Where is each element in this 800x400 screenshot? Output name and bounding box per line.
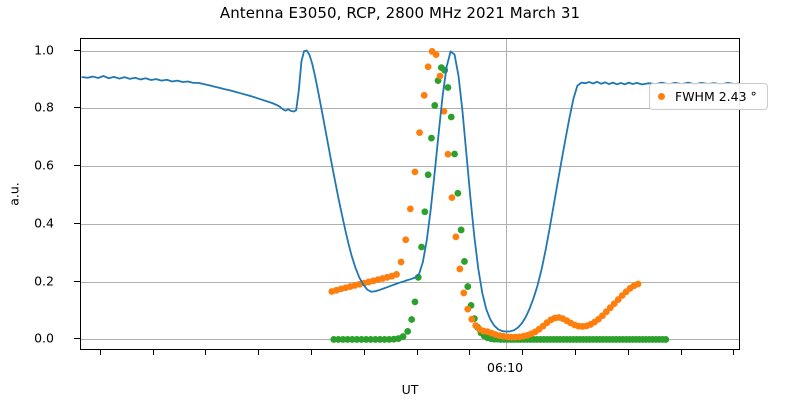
y-axis-tick bbox=[74, 280, 80, 282]
gridline-y bbox=[81, 339, 739, 341]
y-axis-tick bbox=[74, 49, 80, 51]
gridline-y bbox=[81, 166, 739, 168]
x-axis-tick bbox=[575, 350, 576, 355]
x-axis-tick bbox=[627, 350, 629, 355]
x-axis-tick bbox=[205, 350, 207, 355]
x-axis-label: UT bbox=[401, 382, 419, 397]
x-axis-tick bbox=[733, 350, 735, 355]
y-axis-tick-label: 0.6 bbox=[34, 157, 54, 173]
legend-label-fwhm: FWHM 2.43 ° bbox=[675, 89, 757, 104]
plot-area bbox=[81, 39, 739, 349]
gridline-y bbox=[81, 281, 739, 283]
x-axis-tick bbox=[363, 350, 365, 355]
gridline-x bbox=[506, 39, 508, 349]
series-signal-line bbox=[81, 49, 739, 333]
x-axis-tick bbox=[258, 350, 260, 355]
y-axis-tick-label: 0.8 bbox=[34, 99, 54, 115]
x-axis-tick bbox=[680, 350, 682, 355]
y-axis-label: a.u. bbox=[6, 182, 22, 206]
x-axis-tick-label: 06:10 bbox=[487, 360, 524, 375]
y-axis-tick bbox=[74, 338, 80, 340]
x-axis-tick bbox=[522, 350, 524, 355]
y-axis-tick bbox=[74, 107, 80, 109]
series-model-points bbox=[330, 64, 670, 343]
y-axis-tick-label: 1.0 bbox=[34, 42, 54, 58]
plot-axes: FWHM 2.43 ° bbox=[80, 38, 768, 350]
y-axis-tick bbox=[74, 222, 80, 224]
x-axis-tick bbox=[469, 350, 471, 355]
y-axis-tick-label: 0.0 bbox=[34, 330, 54, 346]
x-axis-tick bbox=[311, 350, 312, 355]
y-axis-tick-label: 0.2 bbox=[34, 273, 54, 289]
legend[interactable]: FWHM 2.43 ° bbox=[649, 83, 768, 110]
x-axis-tick bbox=[416, 350, 418, 355]
gridline-y bbox=[81, 223, 739, 225]
chart-title: Antenna E3050, RCP, 2800 MHz 2021 March … bbox=[219, 4, 581, 22]
x-axis-tick bbox=[99, 350, 101, 355]
y-axis-tick-label: 0.4 bbox=[34, 215, 54, 231]
y-axis-tick bbox=[74, 165, 80, 167]
series-fit-points bbox=[328, 48, 642, 341]
x-axis-tick bbox=[152, 350, 154, 355]
gridline-y bbox=[81, 108, 739, 110]
legend-marker-dot bbox=[658, 93, 665, 100]
data-canvas bbox=[81, 48, 739, 343]
gridline-y bbox=[81, 50, 739, 52]
